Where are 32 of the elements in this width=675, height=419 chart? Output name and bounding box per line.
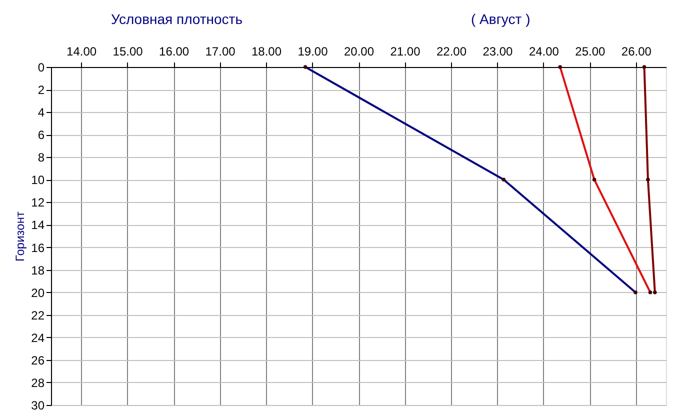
x-tick-label: 19.00 bbox=[298, 44, 328, 58]
y-tick-label: 14 bbox=[31, 218, 45, 232]
y-tick-label: 16 bbox=[31, 240, 45, 255]
y-tick-label: 20 bbox=[31, 286, 45, 300]
y-tick-label: 18 bbox=[31, 263, 45, 278]
chart-title: Условная плотность bbox=[111, 11, 243, 27]
x-tick-label: 16.00 bbox=[159, 44, 190, 58]
x-tick-label: 25.00 bbox=[575, 44, 606, 58]
y-tick-label: 8 bbox=[38, 150, 45, 165]
y-tick-label: 30 bbox=[31, 398, 45, 412]
y-tick-label: 10 bbox=[31, 173, 45, 188]
y-tick-label: 6 bbox=[38, 128, 45, 142]
x-tick-label: 17.00 bbox=[205, 44, 236, 58]
y-tick-label: 4 bbox=[38, 106, 45, 120]
y-tick-label: 12 bbox=[31, 196, 45, 210]
x-tick-label: 20.00 bbox=[344, 44, 374, 58]
y-tick-label: 0 bbox=[38, 60, 45, 74]
y-tick-label: 26 bbox=[31, 353, 45, 368]
y-tick-label: 22 bbox=[31, 308, 45, 322]
x-tick-label: 21.00 bbox=[390, 44, 421, 58]
x-tick-label: 15.00 bbox=[112, 44, 144, 58]
y-tick-label: 24 bbox=[31, 330, 45, 345]
y-axis-title: Горизонт bbox=[13, 211, 28, 262]
y-tick-label: 28 bbox=[31, 376, 45, 390]
text: ( Август ) bbox=[471, 11, 530, 27]
x-tick-label: 14.00 bbox=[66, 44, 97, 58]
x-tick-label: 22.00 bbox=[436, 44, 467, 58]
y-tick-label: 2 bbox=[38, 83, 45, 98]
x-tick-label: 26.00 bbox=[621, 44, 652, 58]
x-tick-label: 24.00 bbox=[528, 44, 560, 58]
x-tick-label: 18.00 bbox=[252, 44, 282, 58]
x-tick-label: 23.00 bbox=[482, 44, 514, 58]
